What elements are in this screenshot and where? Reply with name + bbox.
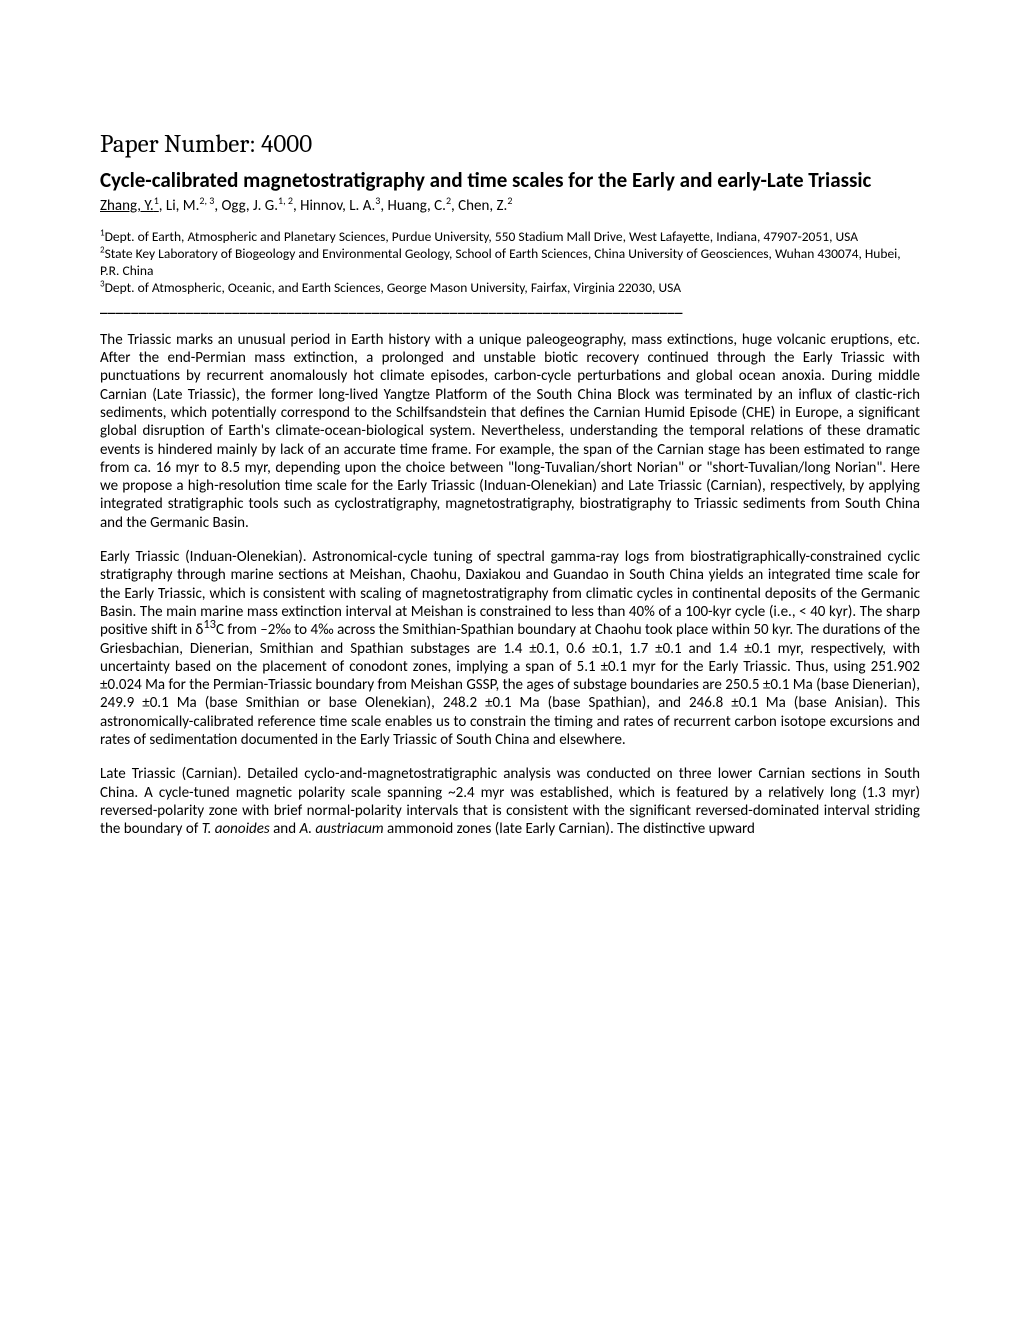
affiliation: 3Dept. of Atmospheric, Oceanic, and Eart…	[100, 280, 920, 297]
affiliation: 2State Key Laboratory of Biogeology and …	[100, 246, 920, 280]
author-name: Li, M.	[166, 197, 200, 215]
body-paragraph: Late Triassic (Carnian). Detailed cyclo-…	[100, 765, 920, 838]
author-name: Chen, Z.	[458, 197, 507, 215]
author-name: Zhang, Y.1	[100, 197, 159, 215]
paper-title: Cycle-calibrated magnetostratigraphy and…	[100, 167, 920, 193]
affiliation: 1Dept. of Earth, Atmospheric and Planeta…	[100, 229, 920, 246]
paper-number: Paper Number: 4000	[100, 130, 920, 159]
author-name: Ogg, J. G.	[221, 197, 278, 215]
body-paragraph: The Triassic marks an unusual period in …	[100, 331, 920, 532]
body-paragraph: Early Triassic (Induan-Olenekian). Astro…	[100, 548, 920, 749]
author-name: Hinnov, L. A.	[300, 197, 375, 215]
authors-list: Zhang, Y.1, Li, M.2, 3, Ogg, J. G.1, 2, …	[100, 197, 920, 215]
author-name: Huang, C.	[388, 197, 446, 215]
separator-line: ________________________________________…	[100, 299, 920, 317]
